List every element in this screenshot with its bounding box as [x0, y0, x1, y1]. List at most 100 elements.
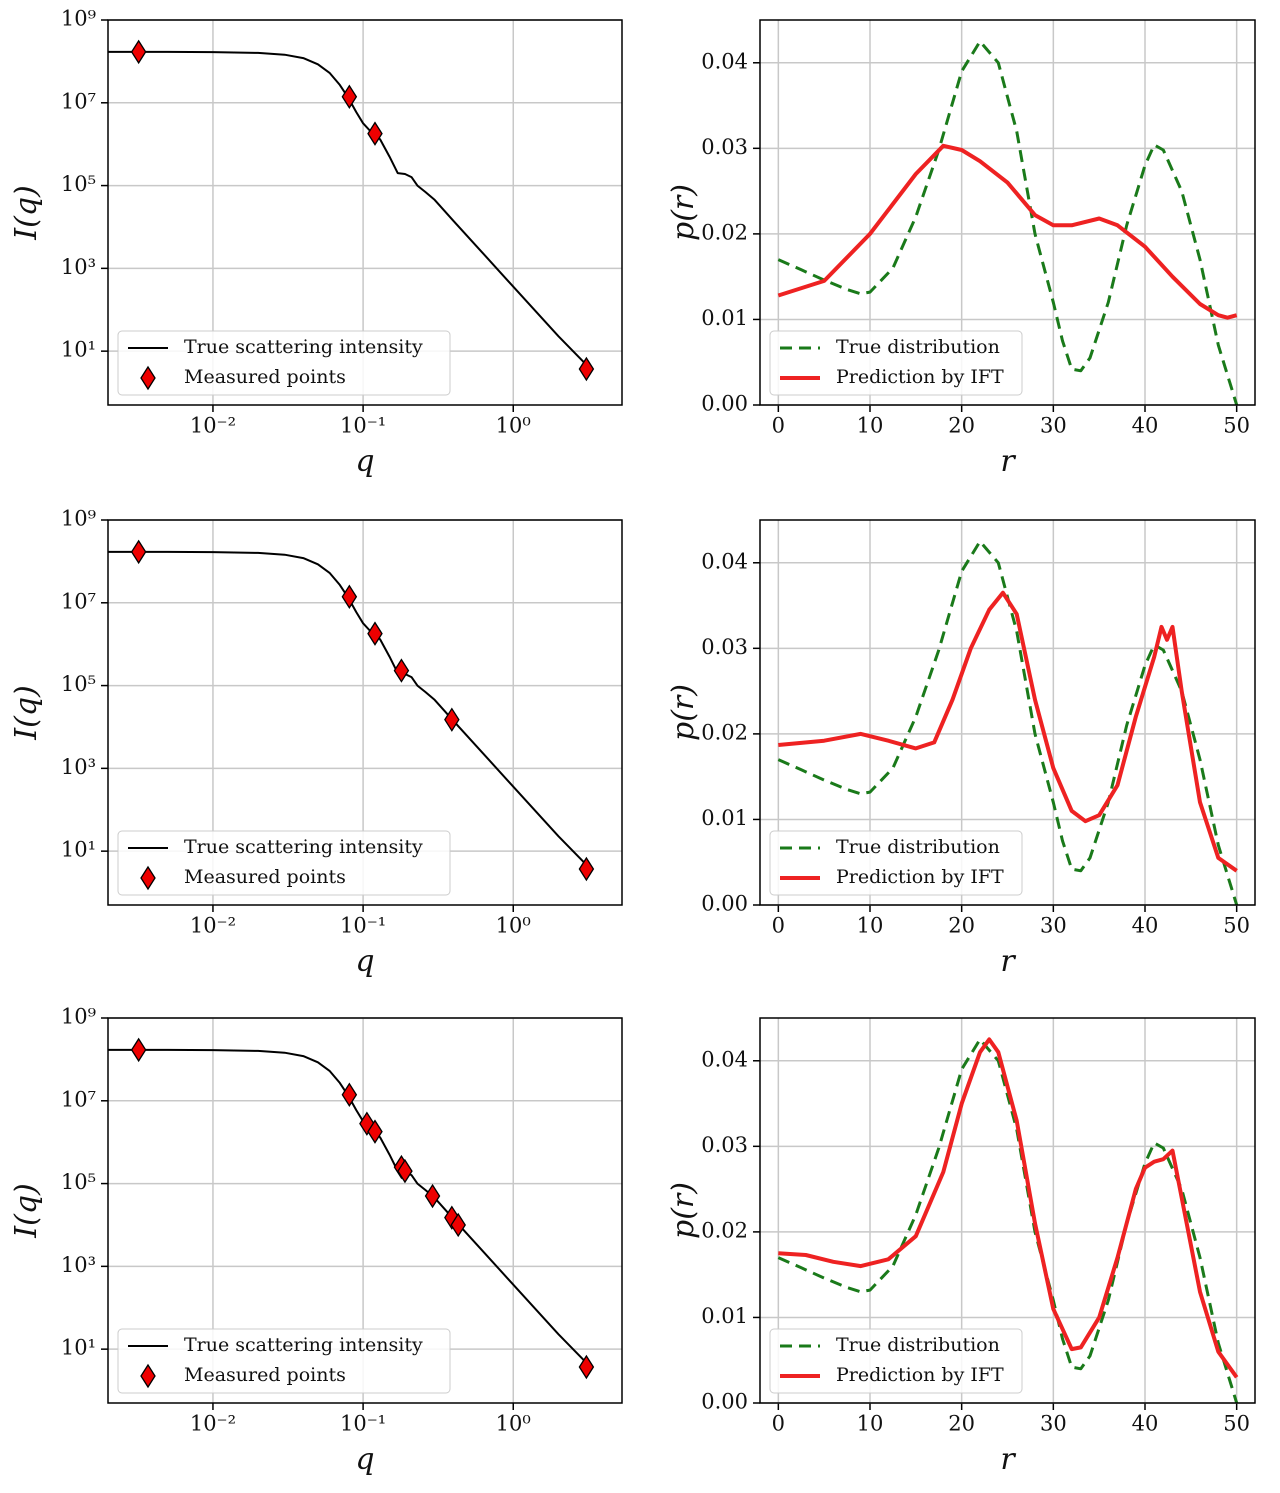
data-line [778, 590, 1238, 873]
data-point [130, 539, 147, 565]
x-tick-label: 30 [1040, 914, 1067, 938]
y-tick-label: 0.04 [701, 549, 748, 573]
y-tick-label: 10⁵ [61, 172, 96, 196]
x-tick-label: 10⁻¹ [340, 1412, 386, 1436]
y-axis-label: p(r) [666, 684, 701, 741]
y-tick-label: 10⁹ [61, 507, 96, 531]
y-tick-label: 10⁷ [61, 589, 96, 613]
x-tick-label: 10⁻¹ [340, 414, 386, 438]
data-point [130, 1037, 147, 1063]
legend-label: True distribution [836, 1334, 1000, 1356]
x-tick-label: 40 [1132, 1412, 1159, 1436]
data-point [130, 39, 147, 65]
legend-label: Prediction by IFT [836, 366, 1004, 388]
axes-frame [759, 19, 1256, 406]
legend-marker [140, 1363, 156, 1389]
y-tick-label: 10⁵ [61, 672, 96, 696]
data-line [777, 539, 1239, 906]
y-axis-label: I(q) [9, 685, 44, 740]
x-tick-label: 0 [772, 414, 785, 438]
y-tick-label: 0.03 [701, 135, 748, 159]
legend-label: True distribution [836, 836, 1000, 858]
legend-label: Measured points [184, 1364, 346, 1386]
x-tick-label: 10⁰ [496, 1412, 531, 1436]
x-tick-label: 40 [1132, 414, 1159, 438]
legend-marker [140, 365, 156, 391]
y-axis-label: p(r) [666, 184, 701, 241]
legend-marker [140, 865, 156, 891]
x-tick-label: 50 [1223, 414, 1250, 438]
y-tick-label: 0.03 [701, 635, 748, 659]
y-tick-label: 10⁵ [61, 1170, 96, 1194]
axes-frame [107, 19, 623, 406]
y-axis-label: I(q) [9, 1183, 44, 1238]
legend-label: Measured points [184, 866, 346, 888]
x-tick-label: 10⁻² [190, 914, 236, 938]
legend-label: True scattering intensity [184, 336, 423, 358]
data-point [450, 1212, 466, 1238]
data-point [393, 658, 410, 683]
axes-frame [759, 519, 1256, 906]
axes-frame [107, 1017, 623, 1404]
data-line [777, 143, 1238, 320]
x-tick-label: 10 [857, 914, 884, 938]
data-point [367, 621, 383, 646]
legend-label: Measured points [184, 366, 346, 388]
x-axis-label: q [355, 944, 374, 979]
y-axis-label: p(r) [666, 1182, 701, 1239]
legend-label: True distribution [836, 336, 1000, 358]
x-tick-label: 10⁻² [190, 414, 236, 438]
data-point [397, 1158, 413, 1184]
data-point [444, 707, 460, 732]
y-tick-label: 0.04 [701, 49, 748, 73]
legend-label: Prediction by IFT [836, 1364, 1004, 1386]
legend-box [117, 830, 451, 896]
x-tick-label: 10⁰ [496, 914, 531, 938]
legend-box [769, 330, 1023, 396]
legend-label: True scattering intensity [184, 836, 423, 858]
data-point [341, 1082, 358, 1107]
axes-frame [107, 519, 623, 906]
x-tick-label: 10⁰ [496, 414, 531, 438]
x-tick-label: 10⁻² [190, 1412, 236, 1436]
legend-label: Prediction by IFT [836, 866, 1004, 888]
y-tick-label: 0.04 [701, 1047, 748, 1071]
x-tick-label: 10⁻¹ [340, 914, 386, 938]
data-line [777, 39, 1239, 406]
legend-box [117, 1328, 451, 1394]
x-tick-label: 20 [948, 1412, 975, 1436]
x-tick-label: 50 [1223, 914, 1250, 938]
legend-box [769, 1328, 1023, 1394]
data-point [578, 356, 595, 382]
data-point [367, 121, 383, 146]
y-tick-label: 0.00 [701, 1390, 748, 1414]
y-tick-label: 0.01 [701, 306, 748, 330]
y-tick-label: 10³ [61, 755, 96, 779]
data-line [778, 1037, 1239, 1379]
y-tick-label: 10⁹ [61, 1005, 96, 1029]
legend-label: True scattering intensity [184, 1334, 423, 1356]
x-axis-label: q [355, 1442, 374, 1477]
y-tick-label: 0.01 [701, 806, 748, 830]
x-axis-label: r [1000, 1442, 1016, 1477]
y-tick-label: 10¹ [61, 338, 96, 362]
data-point [367, 1119, 383, 1144]
legend-box [769, 830, 1023, 896]
data-point [578, 856, 595, 882]
y-tick-label: 0.00 [701, 892, 748, 916]
x-tick-label: 0 [772, 1412, 785, 1436]
legend-box [117, 330, 451, 396]
y-tick-label: 10⁷ [61, 1087, 96, 1111]
y-axis-label: I(q) [9, 185, 44, 240]
data-point [424, 1183, 441, 1209]
y-tick-label: 0.03 [701, 1133, 748, 1157]
x-tick-label: 40 [1132, 914, 1159, 938]
y-tick-label: 10¹ [61, 1336, 96, 1360]
x-axis-label: q [355, 444, 374, 479]
y-tick-label: 10⁹ [61, 7, 96, 31]
axes-frame [759, 1017, 1256, 1404]
x-tick-label: 30 [1040, 414, 1067, 438]
x-tick-label: 20 [948, 914, 975, 938]
x-tick-label: 10 [857, 1412, 884, 1436]
